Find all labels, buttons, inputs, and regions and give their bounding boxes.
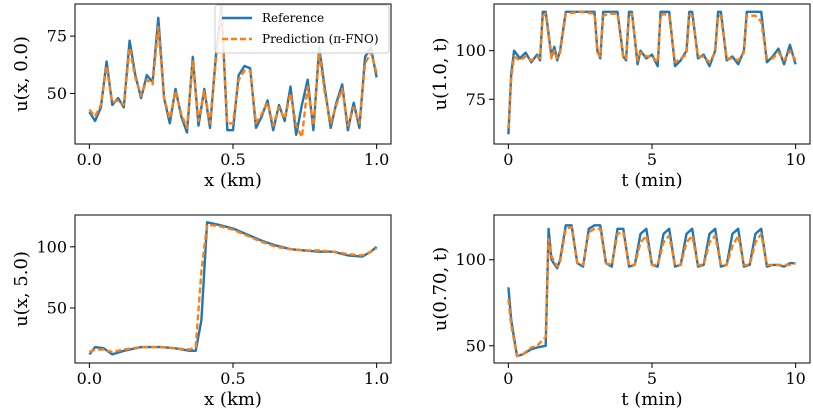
x-tick-label: 0 [503,369,513,388]
x-tick-label: 0.5 [220,150,245,169]
panel-bottom-right: 0 5 10 50 100 t (min) u(0.70, t) [430,214,811,410]
legend-prediction-label: Prediction (π-FNO) [262,32,379,46]
y-tick-label: 50 [47,84,67,103]
x-axis-label: x (km) [204,170,262,191]
prediction-line [507,225,796,358]
y-tick-label: 75 [466,90,486,109]
y-tick-label: 100 [36,237,67,256]
y-axis-label: u(1.0, t) [430,38,451,111]
y-axis-label: u(x, 0.0) [11,36,32,112]
y-axis-label: u(x, 5.0) [11,251,32,327]
x-axis-label: t (min) [621,389,682,410]
y-tick-label: 50 [466,336,486,355]
x-tick-label: 5 [647,369,657,388]
legend-frame [214,4,390,54]
x-tick-label: 5 [647,150,657,169]
x-axis-label: t (min) [621,170,682,191]
x-tick-label: 10 [785,150,805,169]
legend: Reference Prediction (π-FNO) [214,4,390,54]
reference-line [507,224,796,358]
prediction-line [88,223,378,354]
legend-reference-label: Reference [262,11,324,25]
panel-top-right: 0 5 10 75 100 t (min) u(1.0, t) [430,3,811,191]
panel-top-left: 0.0 0.5 1.0 50 75 x (km) u(x, 0.0) [11,3,392,191]
x-tick-label: 0.5 [220,369,245,388]
y-tick-label: 50 [47,298,67,317]
y-tick-label: 75 [47,27,67,46]
x-tick-label: 0.0 [77,150,102,169]
x-tick-label: 10 [785,369,805,388]
y-tick-label: 100 [455,250,486,269]
x-tick-label: 0 [503,150,513,169]
y-tick-label: 100 [455,41,486,60]
x-tick-label: 1.0 [364,150,389,169]
panel-bottom-left: 0.0 0.5 1.0 50 100 x (km) u(x, 5.0) [11,214,392,410]
x-axis-label: x (km) [204,389,262,410]
x-tick-label: 1.0 [364,369,389,388]
axes-frame [74,214,392,364]
reference-line [88,221,378,356]
reference-line [507,10,797,135]
x-tick-label: 0.0 [77,369,102,388]
prediction-line [507,10,797,129]
prediction-line [88,11,378,139]
y-axis-label: u(0.70, t) [430,247,451,331]
